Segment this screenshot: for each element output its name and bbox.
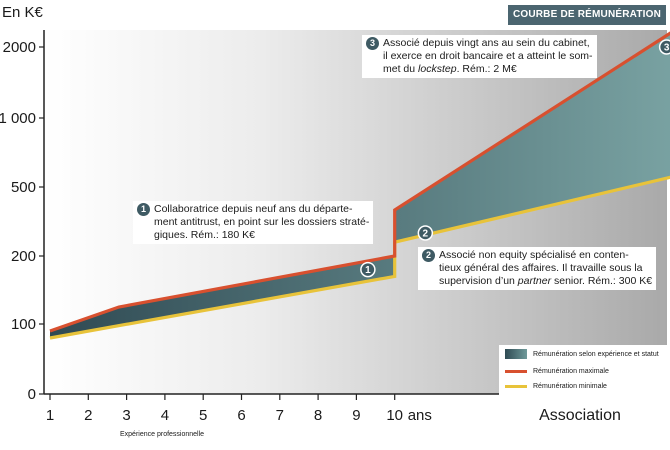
annotation-2-line-3-b: senior. Rém.: 300 K€ [551,274,653,287]
annotation-3-line-3-a: met du [383,62,419,75]
annotation-1-line-1: Collaboratrice depuis neuf ans du départ… [154,203,353,215]
compensation-band [50,33,670,338]
x-tick-label: 9 [352,407,360,424]
annotation-3-line-1: Associé depuis vingt ans au sein du cabi… [383,37,590,49]
annotation-3-line-3-b: . Rém.: 2 M€ [456,62,517,75]
legend-max-swatch [505,369,527,373]
markers: 1 2 3 [360,39,670,278]
legend-item-band: Rémunération selon expérience et statut [505,349,659,361]
marker-label-1: 1 [365,265,371,276]
legend-max-label: Rémunération maximale [533,368,609,375]
annotation-2-line-1: Associé non equity spécialisé en conten- [439,249,629,261]
series [49,31,670,340]
marker-label-3: 3 [664,43,670,54]
min-compensation-line [49,175,670,340]
x-tick-label: 10 [386,407,403,424]
annotation-1: 1 Collaboratrice depuis neuf ans du dépar… [133,201,374,244]
y-tick-label: 2000 [3,39,36,56]
x-tick-label: 4 [161,407,169,424]
y-axis: 0 100 200 500 1 000 2000 [0,30,45,403]
x-tick-suffix: ans [408,407,432,424]
marker-2 [417,225,434,241]
x-axis-title: Expérience professionnelle [120,431,204,438]
annotation-3-line-3-em: lockstep [418,62,457,75]
legend-item-max: Rémunération maximale [505,366,609,378]
x-axis: 1 2 3 4 5 6 7 8 9 10 ans Association Expérience prof… [44,393,667,438]
annotation-2-line-2: tieux général des affaires. Il travaille… [439,262,643,274]
legend-band-swatch [505,349,527,360]
marker-3 [658,39,670,55]
annotation-1-line-3: giques. Rém.: 180 K€ [154,228,255,241]
y-tick-label: 0 [28,386,36,403]
x-tick-label: 7 [276,407,284,424]
y-axis-unit-label: En K€ [2,4,43,21]
y-tick-label: 1 000 [0,110,36,127]
x-tick-label: 5 [199,407,207,424]
legend-band-label: Rémunération selon expérience et statut [533,351,659,358]
annotation-3: 3 Associé depuis vingt ans au sein du cab… [362,35,597,78]
x-tick-label: 3 [122,407,130,424]
x-tick-label: 8 [314,407,322,424]
annotation-2-line-3-em: partner [517,274,552,287]
y-tick-label: 500 [11,179,36,196]
legend: Rémunération selon expérience et statut … [499,345,667,397]
marker-1 [360,261,376,278]
annotation-2: 2 Associé non equity spécialisé en conten… [418,247,657,290]
max-compensation-line [49,31,670,333]
y-tick-label: 100 [11,316,36,333]
legend-min-swatch [505,384,527,388]
chart-title-badge: COURBE DE RÉMUNÉRATION [508,5,666,25]
legend-item-min: Rémunération minimale [505,381,607,393]
annotation-2-line-3-a: supervision d’un [439,274,518,287]
annotation-3-number: 3 [366,37,379,50]
marker-label-2: 2 [423,229,429,240]
legend-min-label: Rémunération minimale [533,383,607,390]
annotation-1-number: 1 [137,203,150,216]
y-tick-label: 200 [11,248,36,265]
x-tick-label: 2 [84,407,92,424]
annotation-2-number: 2 [422,249,435,262]
x-tick-label: 1 [46,407,54,424]
annotation-1-line-2: ment antitrust, en point sur les dossier… [154,216,370,228]
annotation-3-line-2: il exerce en droit bancaire et a atteint… [383,50,593,62]
x-axis-association-label: Association [539,407,621,424]
x-tick-label: 6 [237,407,245,424]
